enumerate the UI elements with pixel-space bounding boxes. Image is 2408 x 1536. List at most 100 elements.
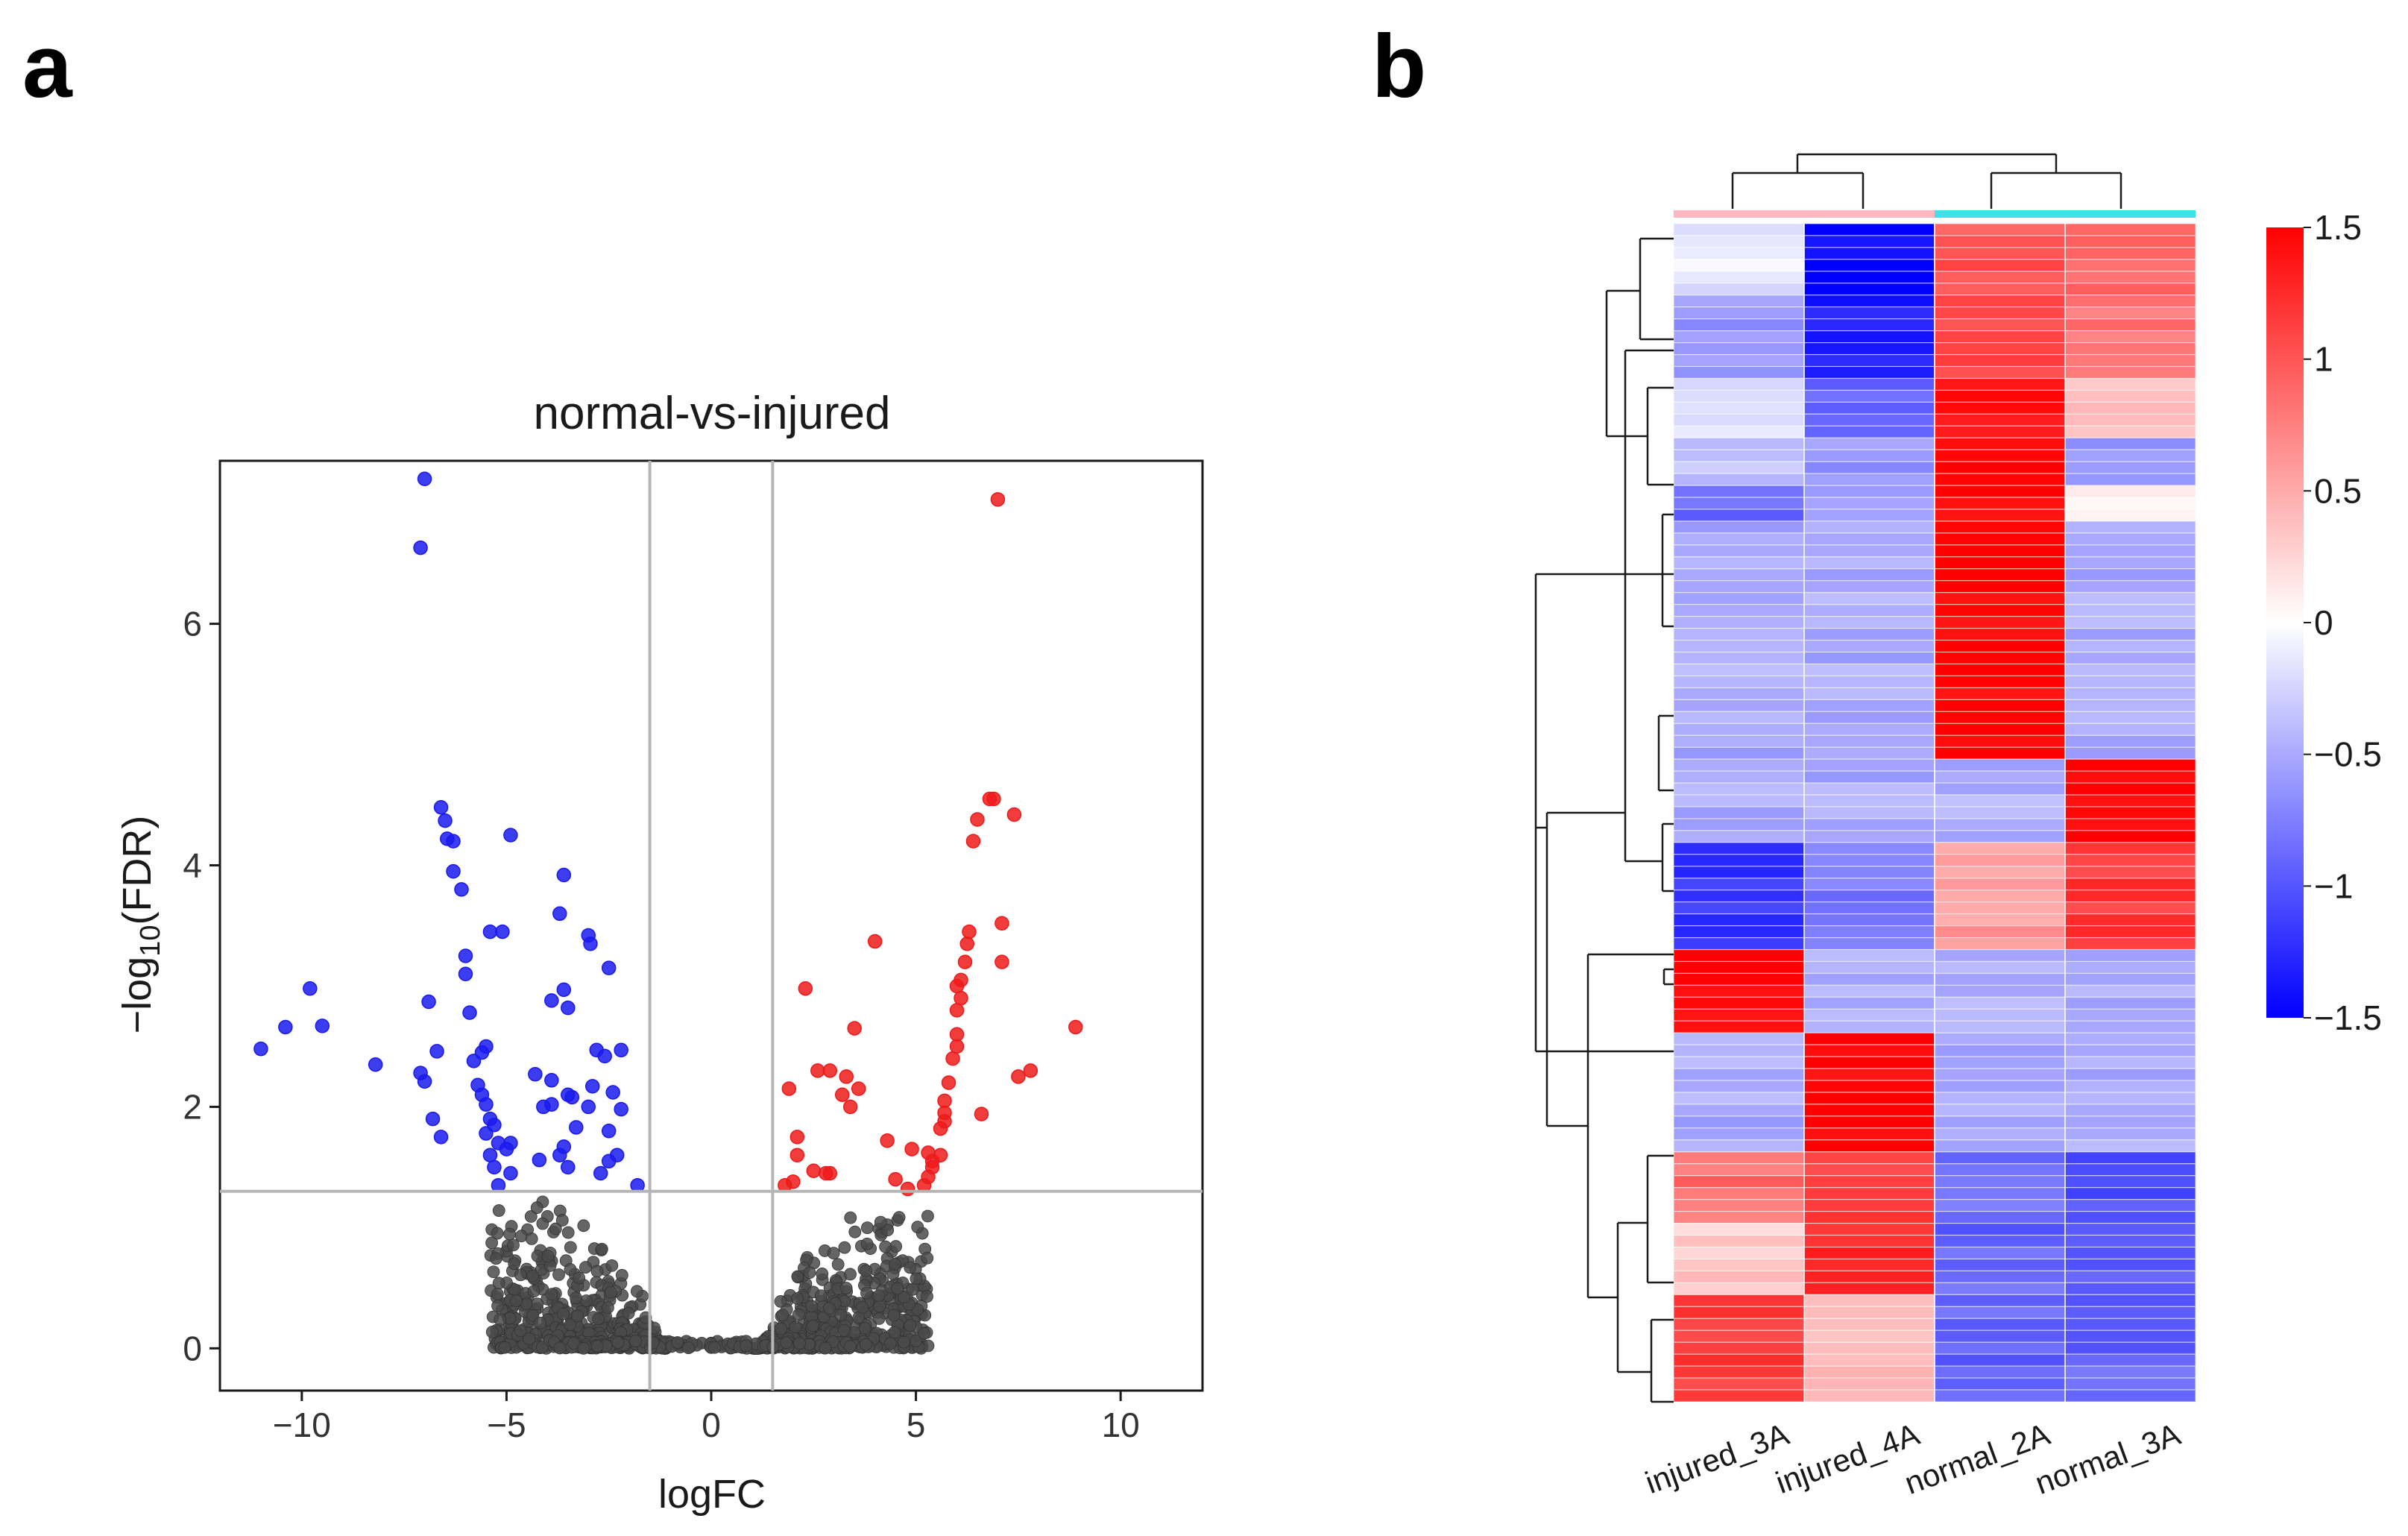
down-point <box>438 813 453 828</box>
heatmap-cell <box>1803 866 1935 879</box>
heatmap-cell <box>1934 1341 2066 1355</box>
heatmap-cell <box>2064 1175 2196 1189</box>
up-point <box>789 1130 805 1145</box>
heatmap-cell <box>2064 1056 2196 1069</box>
up-point <box>867 934 883 949</box>
group-color-bar <box>1674 210 1804 218</box>
down-point <box>561 1159 576 1175</box>
heatmap-cell <box>1934 1258 2066 1272</box>
heatmap-cell <box>2064 568 2196 582</box>
ns-point <box>629 1335 642 1348</box>
down-point <box>413 540 428 555</box>
heatmap-cell <box>1673 389 1805 403</box>
column-label: normal_3A <box>2031 1416 2185 1501</box>
heatmap-cell <box>1934 758 2066 772</box>
heatmap-cell <box>2064 746 2196 760</box>
heatmap-cell <box>1934 401 2066 415</box>
heatmap-cell <box>1934 1294 2066 1307</box>
heatmap-cell <box>2064 901 2196 915</box>
up-point <box>949 1003 965 1018</box>
up-point <box>842 1099 858 1115</box>
heatmap-cell <box>2064 318 2196 332</box>
heatmap-cell <box>2064 1306 2196 1319</box>
heatmap-cell <box>1803 341 1935 356</box>
heatmap-cell <box>1803 283 1935 296</box>
heatmap-cell <box>1803 972 1935 986</box>
ns-point <box>555 1214 569 1227</box>
heatmap-cell <box>1934 259 2066 272</box>
ns-point <box>549 1222 562 1236</box>
ns-point <box>889 1240 903 1253</box>
heatmap-cell <box>1803 1020 1935 1033</box>
heatmap-cell <box>1673 1341 1805 1355</box>
heatmap-cell <box>1934 996 2066 1010</box>
heatmap-cell <box>1934 389 2066 403</box>
ns-point <box>590 1339 604 1353</box>
down-point <box>561 1000 576 1016</box>
heatmap-cell <box>1803 1306 1935 1319</box>
ns-point <box>490 1252 502 1265</box>
ns-point <box>524 1210 538 1223</box>
heatmap-cell <box>2064 854 2196 867</box>
heatmap-cell <box>1934 1151 2066 1165</box>
ns-point <box>861 1221 874 1235</box>
heatmap-cell <box>1673 1020 1805 1033</box>
ns-point <box>571 1309 584 1323</box>
x-tick-label: 5 <box>907 1406 926 1444</box>
heatmap-cell <box>1803 687 1935 700</box>
down-point <box>552 1148 567 1162</box>
down-point <box>532 1152 547 1168</box>
heatmap-cell <box>2064 1163 2196 1177</box>
heatmap-cell <box>1934 271 2066 284</box>
heatmap-cell <box>1803 996 1935 1010</box>
y-axis-label: −log10(FDR) <box>115 816 166 1034</box>
heatmap-cell <box>1673 1056 1805 1069</box>
heatmap-cell <box>1803 1008 1935 1022</box>
heatmap-cell <box>1673 1223 1805 1236</box>
heatmap-cell <box>1803 1187 1935 1200</box>
heatmap-cell <box>1673 306 1805 320</box>
heatmap-cell <box>1934 295 2066 308</box>
heatmap-cell <box>2064 330 2196 344</box>
heatmap-cell <box>1934 1365 2066 1379</box>
heatmap-cell <box>1673 544 1805 558</box>
ns-point <box>485 1236 499 1250</box>
chart-title: normal-vs-injured <box>534 388 891 439</box>
up-series <box>778 492 1083 1197</box>
ns-point <box>564 1241 577 1254</box>
heatmap-cell <box>1673 734 1805 748</box>
heatmap-cell <box>2064 972 2196 986</box>
ns-point <box>856 1300 869 1314</box>
ns-point <box>789 1321 802 1334</box>
heatmap-cell <box>1673 639 1805 653</box>
ns-point <box>775 1322 787 1335</box>
up-point <box>949 1039 965 1054</box>
heatmap-cell <box>2064 401 2196 415</box>
heatmap-cell <box>2064 628 2196 641</box>
up-point <box>904 1142 919 1156</box>
ns-point <box>630 1285 643 1298</box>
heatmap-cell <box>2064 830 2196 843</box>
ns-point <box>671 1336 684 1349</box>
heatmap-cell <box>1673 616 1805 629</box>
ns-point <box>791 1270 804 1283</box>
ns-point <box>561 1226 575 1239</box>
heatmap-cell <box>1934 461 2066 474</box>
heatmap-cell <box>1934 306 2066 320</box>
heatmap-cell <box>1673 1032 1805 1045</box>
heatmap-cell <box>2064 473 2196 486</box>
heatmap-cell <box>1803 675 1935 689</box>
colorbar-tick-label: −1 <box>2314 866 2353 905</box>
heatmap-cell <box>1673 1044 1805 1057</box>
heatmap-cell <box>1803 1329 1935 1343</box>
ns-point <box>776 1309 789 1322</box>
heatmap-cell <box>1934 223 2066 236</box>
heatmap-cell <box>1673 1068 1805 1081</box>
heatmap-cell <box>1803 461 1935 474</box>
colorbar-tick-label: 0 <box>2314 603 2333 642</box>
down-point <box>482 1148 498 1162</box>
heatmap-cell <box>2064 353 2196 368</box>
heatmap-cell <box>2064 295 2196 308</box>
heatmap-cell <box>1803 758 1935 772</box>
group-color-bar <box>2065 210 2196 218</box>
